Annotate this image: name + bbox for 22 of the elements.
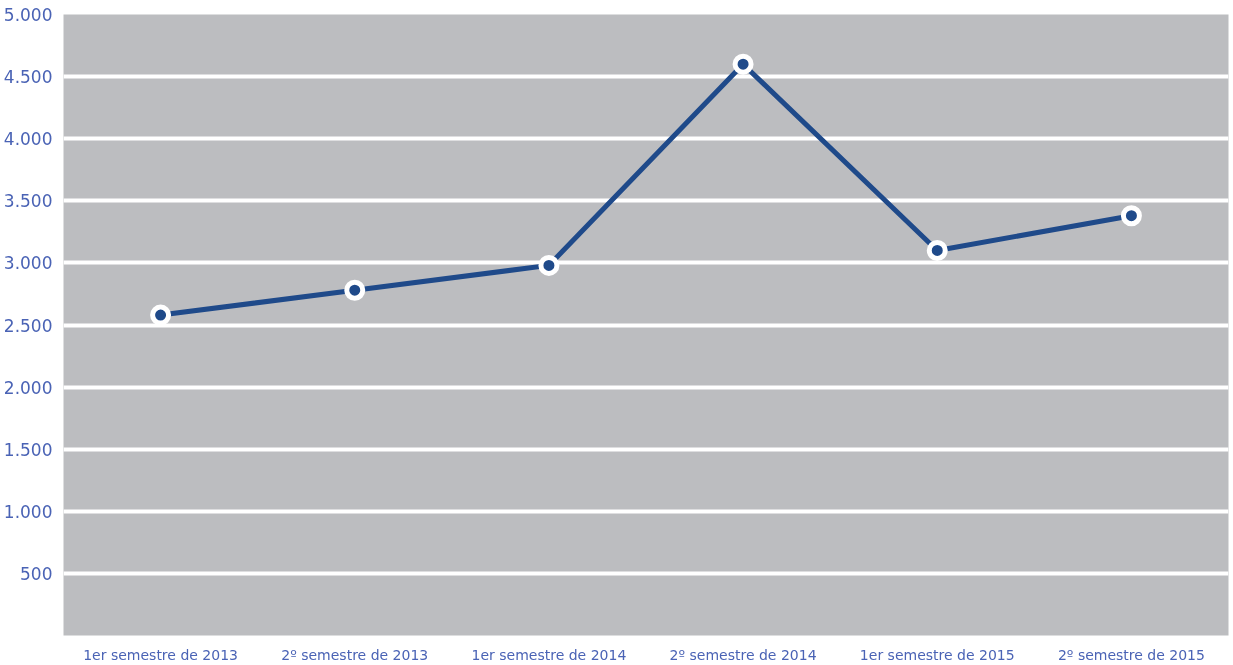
point — [538, 254, 560, 276]
y-tick-label: 3.500 — [3, 191, 53, 212]
y-tick-label: 500 — [20, 563, 53, 584]
y-tick-label: 4.500 — [3, 67, 53, 88]
y-tick-label: 5.000 — [3, 5, 53, 25]
point — [926, 240, 948, 261]
x-tick-label: 2º semestre de 2015 — [1057, 646, 1205, 663]
x-tick-label: 1er semestre de 2014 — [471, 646, 627, 663]
x-tick-label: 2º semestre de 2013 — [281, 646, 429, 663]
x-tick-label: 2º semestre de 2014 — [669, 646, 817, 663]
y-tick-label: 1.500 — [3, 439, 53, 460]
x-tick-label: 1er semestre de 2015 — [859, 646, 1015, 663]
y-tick-label: 2.500 — [3, 315, 53, 336]
point — [732, 53, 754, 75]
point — [1120, 205, 1142, 227]
point — [150, 304, 172, 326]
x-tick-label: 1er semestre de 2013 — [83, 646, 238, 663]
y-tick-label: 3.000 — [3, 253, 53, 274]
point — [344, 279, 366, 301]
y-tick-label: 4.000 — [3, 129, 53, 150]
y-tick-label: 2.000 — [3, 377, 53, 398]
y-tick-label: 1.000 — [3, 501, 53, 522]
